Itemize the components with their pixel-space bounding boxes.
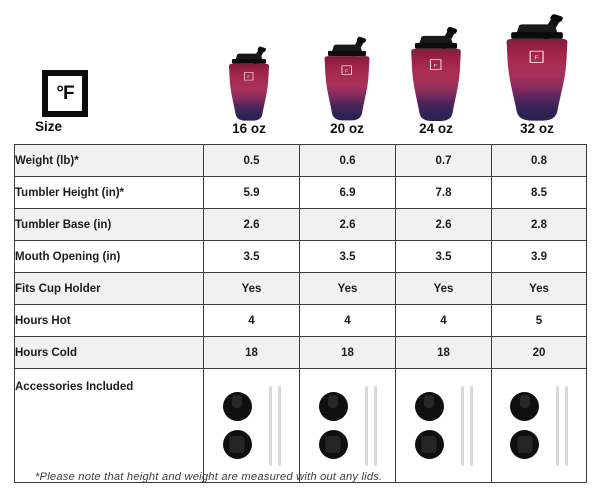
flip-lid-icon <box>414 430 444 459</box>
row-label-accessories: Accessories Included <box>14 368 204 483</box>
lids-group <box>318 392 348 459</box>
cell-value: 18 <box>299 336 396 369</box>
straw-icon <box>556 385 559 466</box>
accessories-cell <box>299 368 396 483</box>
accessories-cell <box>203 368 300 483</box>
accessories-cell <box>395 368 492 483</box>
footnote: *Please note that height and weight are … <box>35 471 383 483</box>
svg-text:F: F <box>247 75 250 79</box>
cell-value: 8.5 <box>491 176 587 209</box>
straw-lid-icon <box>318 392 348 421</box>
straw-lid-icon <box>222 392 252 421</box>
straw-icon <box>277 385 281 466</box>
spec-table: Weight (lb)* 0.5 0.6 0.7 0.8 Tumbler Hei… <box>14 144 587 483</box>
cell-value: Yes <box>395 272 492 305</box>
cell-value: 6.9 <box>299 176 396 209</box>
table-row: Fits Cup Holder Yes Yes Yes Yes <box>14 272 587 305</box>
straw-icon <box>364 385 368 466</box>
cell-value: 3.9 <box>491 240 587 273</box>
straw-icon <box>469 385 473 466</box>
cell-value: Yes <box>299 272 396 305</box>
table-row: Hours Hot 4 4 4 5 <box>14 304 587 337</box>
row-label-hours-cold: Hours Cold <box>14 336 204 369</box>
cell-value: 20 <box>491 336 587 369</box>
cell-value: 2.6 <box>203 208 300 241</box>
svg-text:F: F <box>534 55 539 61</box>
size-row-label: Size <box>35 119 63 134</box>
flip-lid-icon <box>510 430 539 459</box>
straw-lid-icon <box>510 392 539 421</box>
straw-icon <box>268 385 272 466</box>
row-label-height: Tumbler Height (in)* <box>14 176 204 209</box>
lids-group <box>510 392 539 459</box>
row-label-base: Tumbler Base (in) <box>14 208 204 241</box>
tumbler-20oz-icon: F <box>324 36 370 121</box>
tumbler-32oz-icon: F <box>506 14 568 121</box>
cell-value: 4 <box>299 304 396 337</box>
svg-text:F: F <box>434 64 438 69</box>
table-row: Tumbler Height (in)* 5.9 6.9 7.8 8.5 <box>14 176 587 209</box>
column-header-16oz: 16 oz <box>232 121 266 136</box>
accessories-graphic <box>300 375 395 476</box>
cell-value: 2.8 <box>491 208 587 241</box>
cell-value: Yes <box>203 272 300 305</box>
row-label-mouth: Mouth Opening (in) <box>14 240 204 273</box>
cell-value: 5 <box>491 304 587 337</box>
cell-value: 3.5 <box>299 240 396 273</box>
straws-group <box>364 385 377 466</box>
straw-icon <box>373 385 377 466</box>
cell-value: 0.7 <box>395 144 492 177</box>
cell-value: 4 <box>203 304 300 337</box>
accessories-graphic <box>396 375 491 476</box>
straw-icon <box>460 385 464 466</box>
straw-lid-icon <box>414 392 444 421</box>
straws-group <box>556 385 568 466</box>
row-label-weight: Weight (lb)* <box>14 144 204 177</box>
accessories-graphic <box>492 375 586 476</box>
tumbler-16oz-icon: F <box>229 46 269 121</box>
cell-value: 3.5 <box>203 240 300 273</box>
straws-group <box>460 385 473 466</box>
table-row: Mouth Opening (in) 3.5 3.5 3.5 3.9 <box>14 240 587 273</box>
cell-value: 3.5 <box>395 240 492 273</box>
brand-logo: °F <box>42 70 88 117</box>
cell-value: 4 <box>395 304 492 337</box>
cell-value: 18 <box>395 336 492 369</box>
cell-value: Yes <box>491 272 587 305</box>
cell-value: 2.6 <box>395 208 492 241</box>
cell-value: 0.8 <box>491 144 587 177</box>
table-row: Tumbler Base (in) 2.6 2.6 2.6 2.8 <box>14 208 587 241</box>
table-row-accessories: Accessories Included <box>14 368 587 483</box>
straws-group <box>268 385 281 466</box>
row-label-hours-hot: Hours Hot <box>14 304 204 337</box>
brand-logo-text: °F <box>56 82 74 104</box>
lids-group <box>222 392 252 459</box>
straw-icon <box>565 385 568 466</box>
column-header-20oz: 20 oz <box>330 121 364 136</box>
column-header-24oz: 24 oz <box>419 121 453 136</box>
cell-value: 0.6 <box>299 144 396 177</box>
table-row: Weight (lb)* 0.5 0.6 0.7 0.8 <box>14 144 587 177</box>
accessories-graphic <box>204 375 299 476</box>
lids-group <box>414 392 444 459</box>
table-row: Hours Cold 18 18 18 20 <box>14 336 587 369</box>
flip-lid-icon <box>222 430 252 459</box>
row-label-cup-holder: Fits Cup Holder <box>14 272 204 305</box>
cell-value: 0.5 <box>203 144 300 177</box>
cell-value: 18 <box>203 336 300 369</box>
cell-value: 5.9 <box>203 176 300 209</box>
cell-value: 7.8 <box>395 176 492 209</box>
cell-value: 2.6 <box>299 208 396 241</box>
column-header-32oz: 32 oz <box>520 121 554 136</box>
svg-text:F: F <box>345 69 348 74</box>
tumbler-24oz-icon: F <box>411 27 461 122</box>
accessories-cell <box>491 368 587 483</box>
flip-lid-icon <box>318 430 348 459</box>
